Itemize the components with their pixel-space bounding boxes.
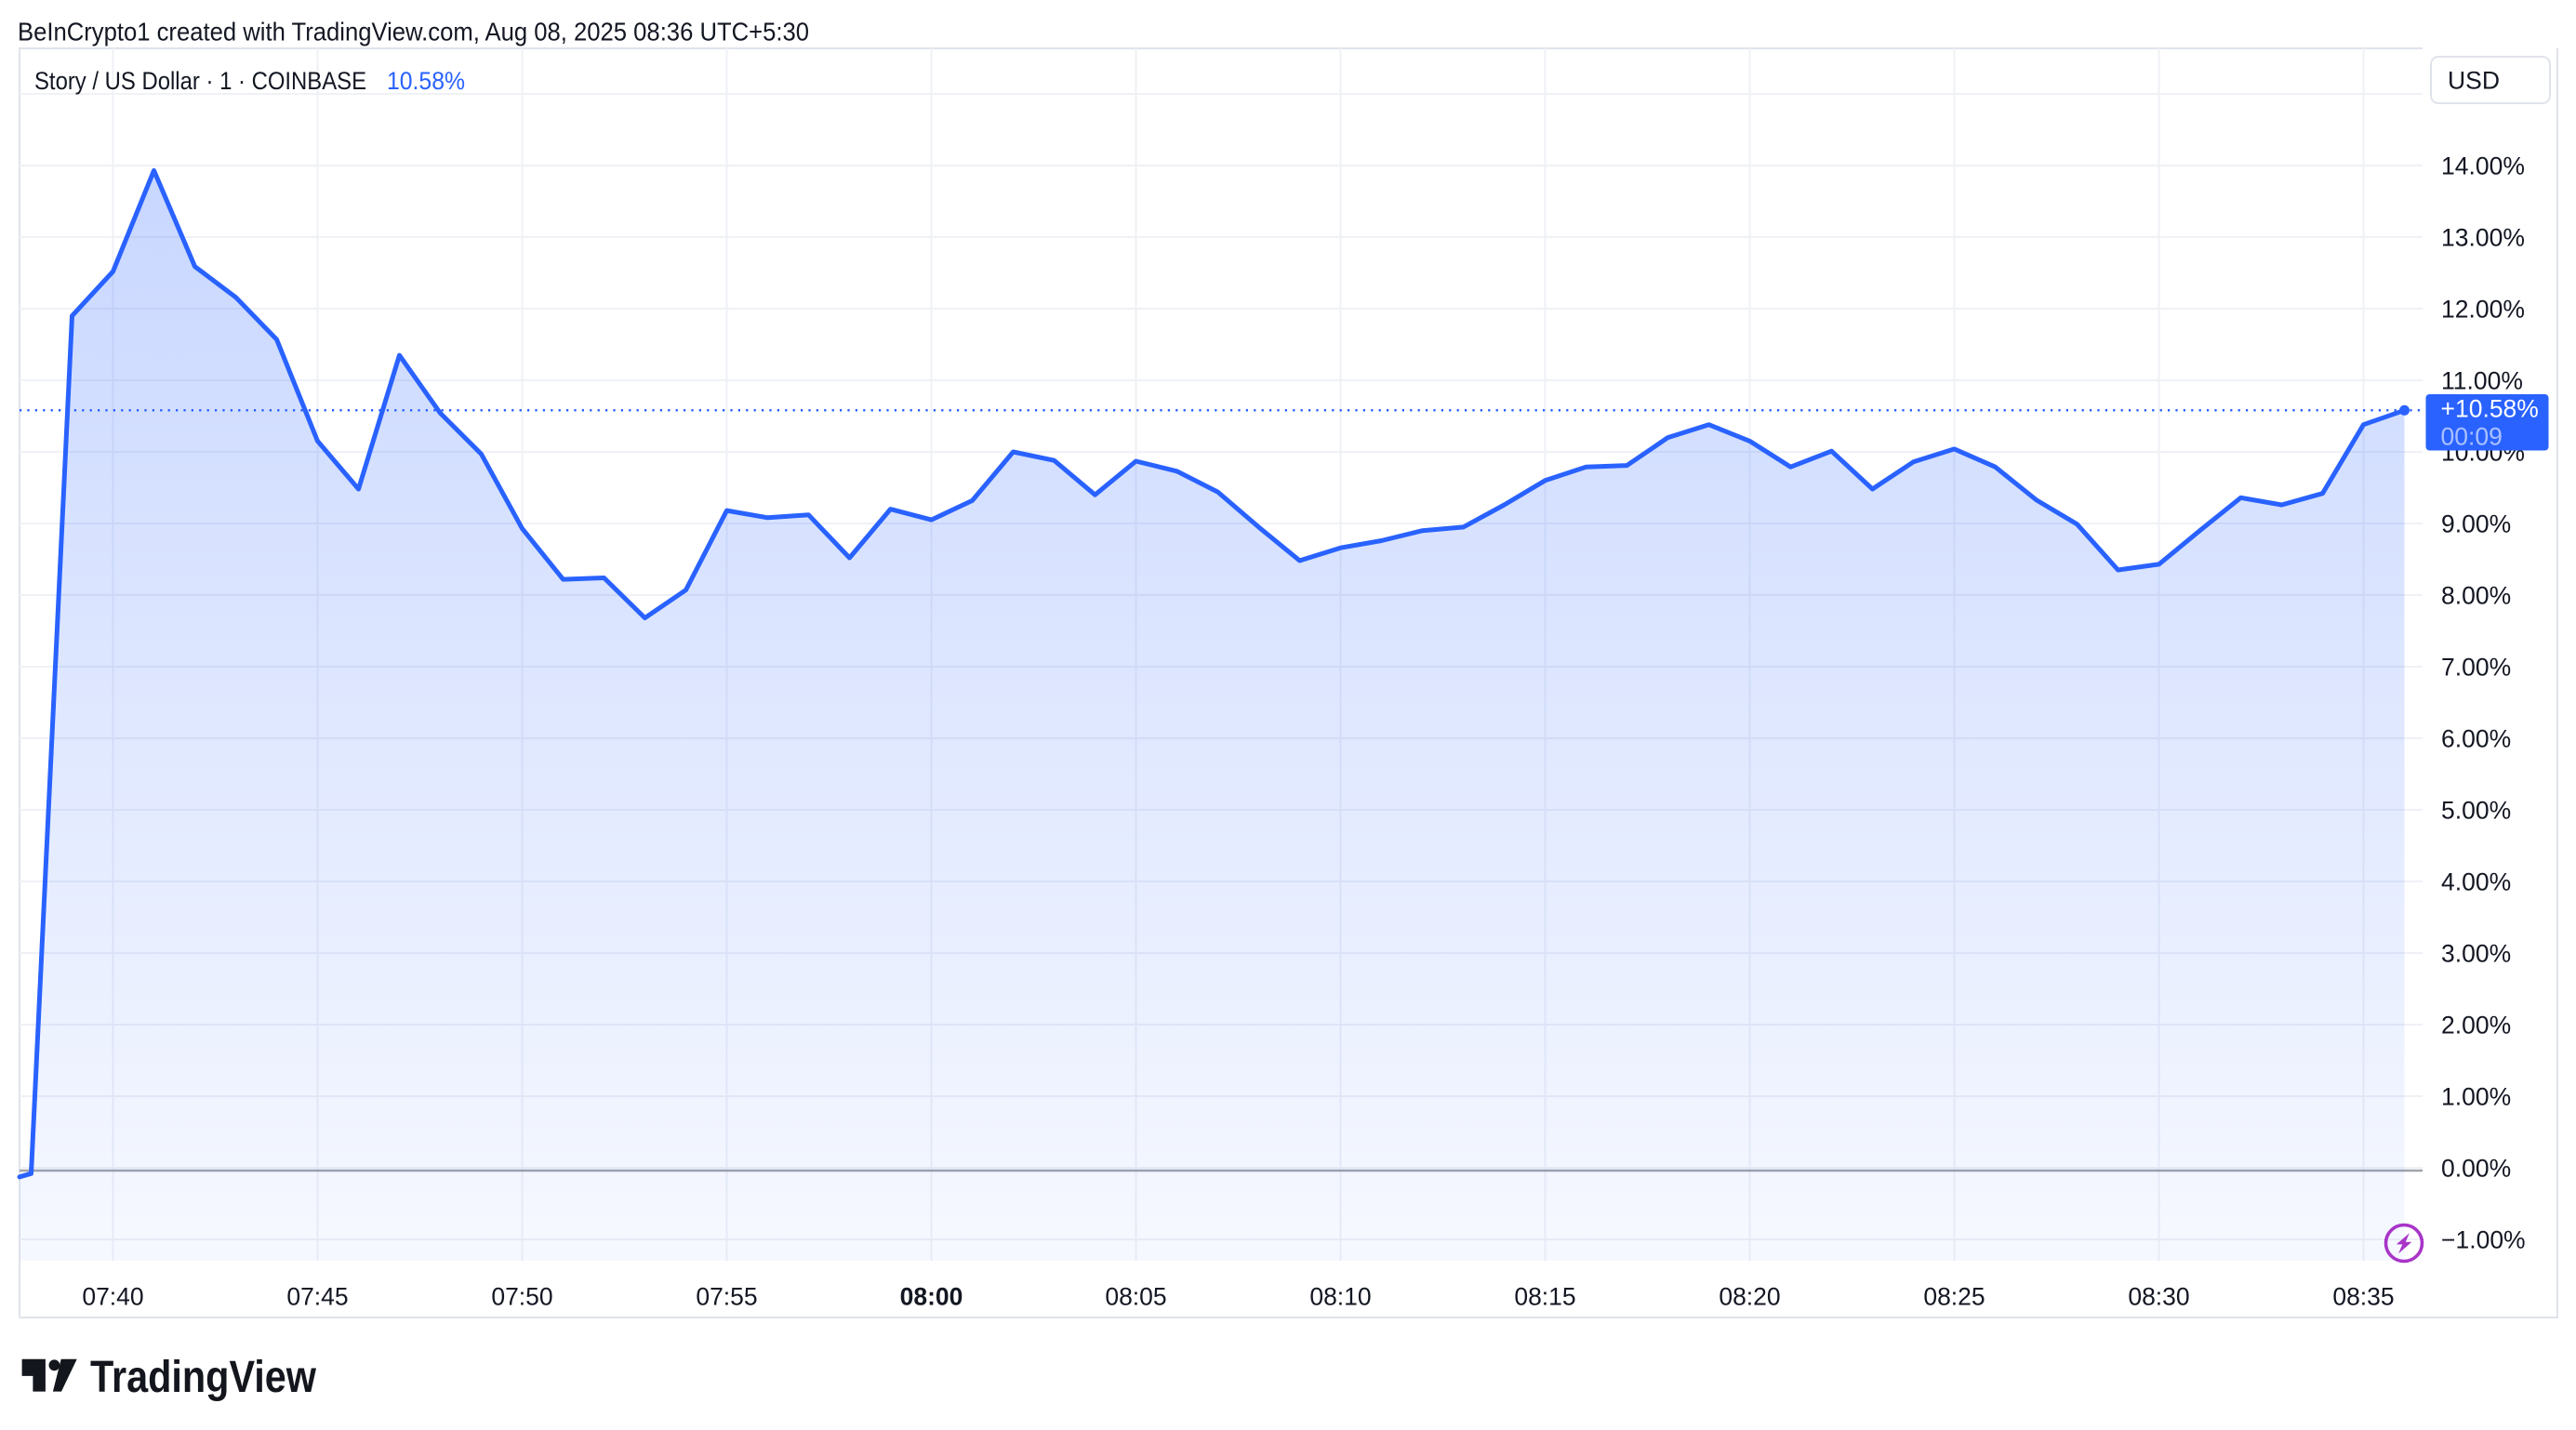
- svg-text:12.00%: 12.00%: [2441, 296, 2525, 324]
- svg-text:4.00%: 4.00%: [2441, 868, 2511, 896]
- svg-text:07:40: 07:40: [82, 1283, 143, 1311]
- svg-text:08:25: 08:25: [1923, 1283, 1985, 1311]
- svg-text:3.00%: 3.00%: [2441, 940, 2511, 968]
- svg-text:8.00%: 8.00%: [2441, 582, 2511, 610]
- svg-text:08:30: 08:30: [2128, 1283, 2189, 1311]
- svg-text:+10.58%: +10.58%: [2441, 395, 2539, 423]
- svg-text:07:55: 07:55: [696, 1283, 757, 1311]
- svg-text:6.00%: 6.00%: [2441, 725, 2511, 753]
- svg-text:08:10: 08:10: [1309, 1283, 1371, 1311]
- svg-text:07:45: 07:45: [286, 1283, 348, 1311]
- svg-text:TradingView: TradingView: [90, 1353, 317, 1402]
- svg-text:08:15: 08:15: [1514, 1283, 1575, 1311]
- svg-text:08:05: 08:05: [1105, 1283, 1166, 1311]
- svg-text:08:00: 08:00: [900, 1283, 963, 1311]
- svg-text:07:50: 07:50: [491, 1283, 552, 1311]
- svg-text:9.00%: 9.00%: [2441, 510, 2511, 538]
- svg-text:2.00%: 2.00%: [2441, 1012, 2511, 1039]
- svg-text:13.00%: 13.00%: [2441, 224, 2525, 252]
- svg-text:0.00%: 0.00%: [2441, 1155, 2511, 1183]
- svg-text:00:09: 00:09: [2441, 423, 2503, 451]
- svg-text:10.58%: 10.58%: [387, 67, 465, 95]
- svg-text:11.00%: 11.00%: [2441, 367, 2523, 395]
- svg-text:1.00%: 1.00%: [2441, 1083, 2511, 1111]
- svg-text:−1.00%: −1.00%: [2441, 1226, 2526, 1254]
- svg-text:14.00%: 14.00%: [2441, 152, 2525, 180]
- svg-text:USD: USD: [2448, 67, 2500, 95]
- svg-text:7.00%: 7.00%: [2441, 654, 2511, 682]
- svg-text:BeInCrypto1 created with Tradi: BeInCrypto1 created with TradingView.com…: [18, 18, 809, 46]
- svg-text:Story / US Dollar · 1 · COINBA: Story / US Dollar · 1 · COINBASE: [34, 67, 366, 95]
- svg-text:5.00%: 5.00%: [2441, 797, 2511, 825]
- svg-text:08:20: 08:20: [1719, 1283, 1780, 1311]
- svg-text:08:35: 08:35: [2332, 1283, 2394, 1311]
